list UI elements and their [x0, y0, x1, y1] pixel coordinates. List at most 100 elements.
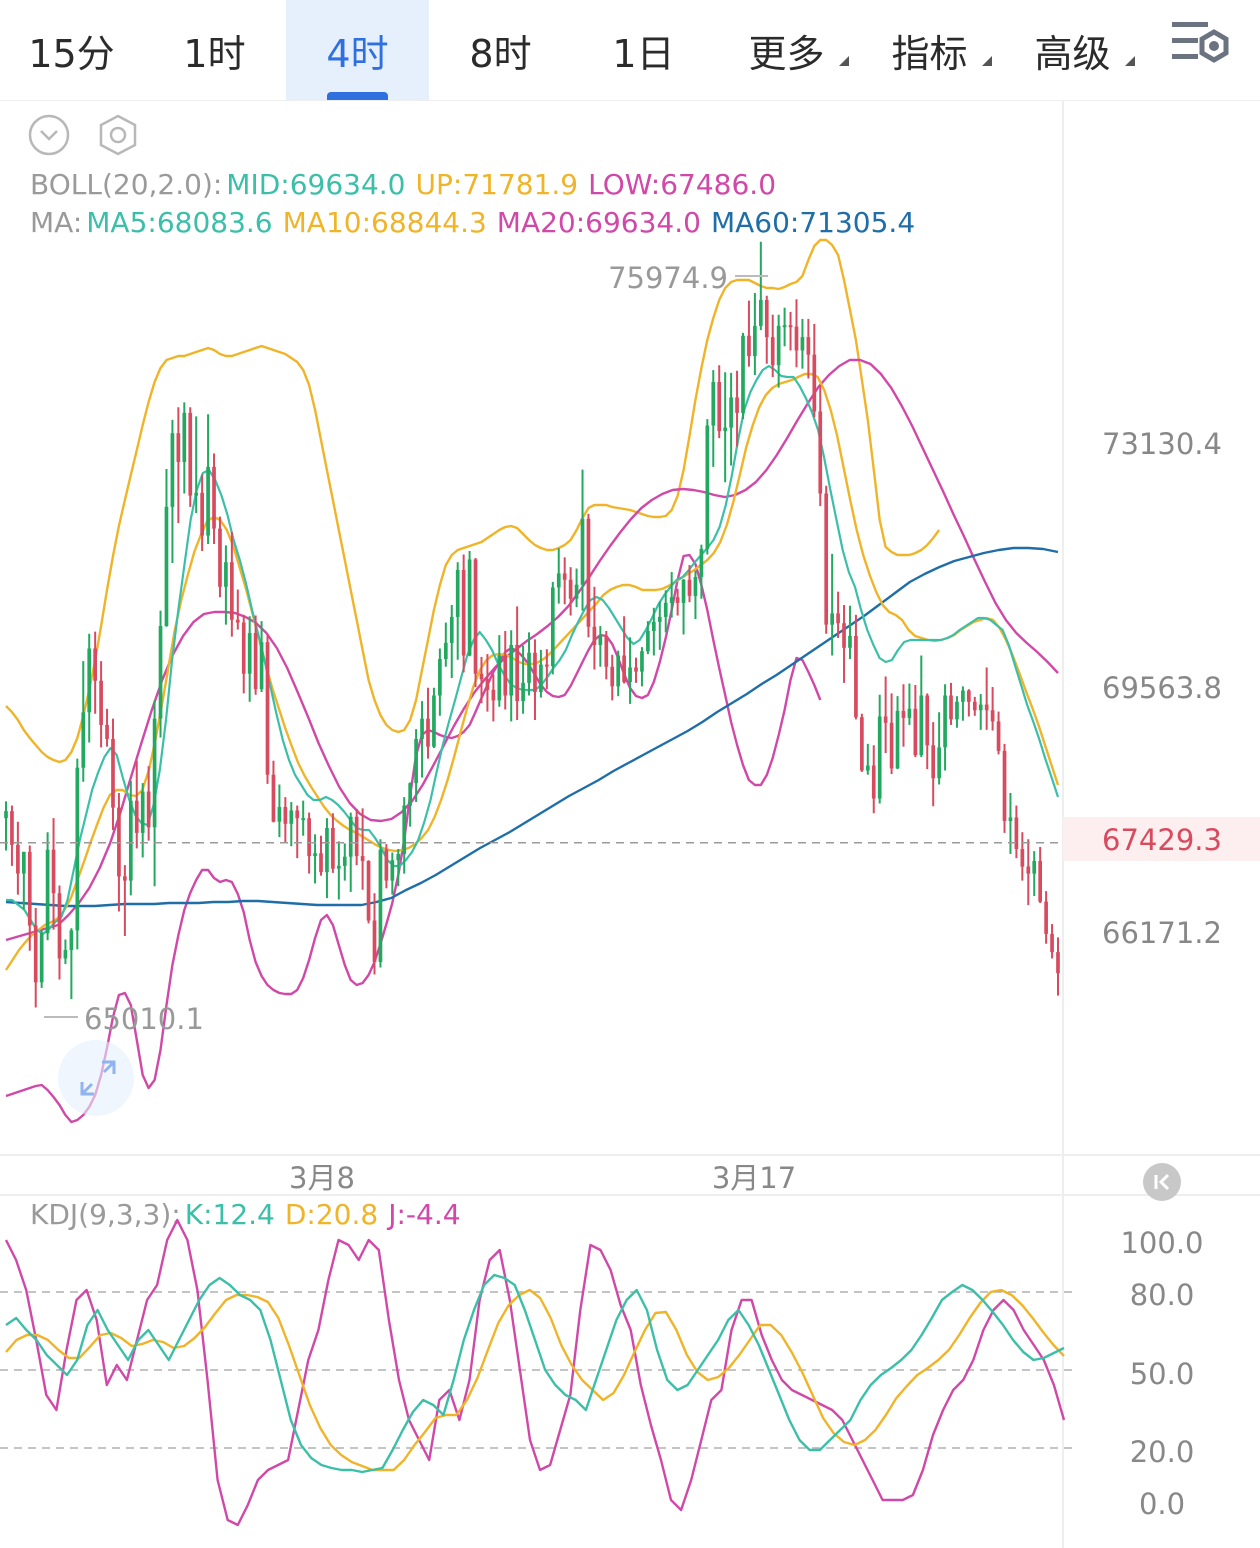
candle-body [360, 856, 365, 861]
candle-body [651, 621, 656, 631]
tab-8h[interactable]: 8时 [469, 31, 532, 76]
ma60-line [5, 546, 1059, 908]
candle-body [432, 695, 436, 747]
candle [473, 558, 478, 688]
candle [830, 553, 834, 656]
candle-body [152, 718, 157, 828]
candle [467, 551, 472, 657]
candle-body [10, 811, 14, 845]
candle-body [860, 717, 864, 771]
candle-body [675, 597, 680, 603]
candle [931, 722, 936, 807]
candle-body [1038, 860, 1043, 902]
kdj-axis-label: 80.0 [1130, 1278, 1195, 1312]
candle [111, 718, 115, 831]
candle [212, 453, 216, 545]
candle-body [711, 382, 716, 426]
candle-body [408, 783, 413, 806]
candle [408, 782, 413, 827]
candle-body [824, 493, 829, 625]
scroll-to-latest-icon[interactable] [1143, 1163, 1181, 1201]
candle [669, 572, 674, 618]
candle [521, 645, 525, 714]
candle [770, 314, 775, 378]
candle-body [729, 397, 733, 428]
candle [200, 474, 204, 552]
candle [420, 701, 424, 778]
high-marker-label: 75974.9 [608, 261, 728, 295]
collapse-chevron-icon[interactable] [28, 114, 70, 156]
candle [158, 610, 163, 738]
candle [1020, 832, 1025, 881]
candle [972, 696, 977, 716]
candle [87, 633, 92, 743]
candle-body [883, 716, 888, 723]
candle-body [259, 642, 264, 690]
candle [741, 332, 745, 420]
candle-body [919, 695, 924, 756]
ma10-value: MA10:68844.3 [282, 206, 487, 239]
candle-body [455, 569, 460, 617]
candle-body [990, 710, 995, 722]
candle-body [224, 562, 228, 587]
tab-4h[interactable]: 4时 [286, 0, 429, 100]
candle [319, 835, 323, 876]
candle [937, 712, 941, 785]
candle-body [283, 806, 288, 824]
tab-advanced[interactable]: 高级 [1001, 0, 1144, 100]
candle [913, 684, 918, 758]
candle [717, 365, 722, 439]
ma10-line [4, 372, 1060, 971]
candle-body [111, 738, 115, 808]
candle [384, 844, 389, 889]
candle [883, 676, 888, 753]
candle-body [961, 690, 965, 702]
candle-body [402, 805, 407, 854]
tab-more[interactable]: 更多 [715, 0, 858, 100]
candle-body [366, 860, 371, 921]
tab-indicators[interactable]: 指标 [858, 0, 1001, 100]
candle [503, 630, 508, 710]
boll-up-value: UP:71781.9 [415, 168, 579, 201]
candle-body [449, 616, 454, 643]
candle [604, 630, 609, 680]
tab-15m[interactable]: 15分 [28, 31, 115, 76]
candle-body [788, 325, 793, 328]
candle [402, 797, 407, 874]
candle [723, 372, 728, 483]
kdj-axis-label: 50.0 [1130, 1357, 1195, 1391]
chart-settings-icon[interactable] [1168, 14, 1232, 78]
candle-body [420, 718, 424, 739]
candle [289, 802, 294, 847]
kdj-axis-label: 100.0 [1120, 1226, 1203, 1260]
candle-body [354, 816, 359, 857]
candle [390, 852, 395, 895]
candle [943, 684, 947, 771]
tab-1d[interactable]: 1日 [612, 31, 675, 76]
candle [39, 929, 44, 988]
candle-body [128, 800, 133, 881]
fullscreen-expand-icon[interactable] [58, 1040, 134, 1116]
kdj-axis: 100.0 80.0 50.0 20.0 0.0 [1120, 1226, 1203, 1521]
candle [1014, 805, 1019, 859]
candle-body [16, 844, 20, 874]
candle-body [669, 597, 674, 603]
candle-body [877, 716, 882, 799]
candle [182, 402, 187, 494]
candle-body [794, 326, 799, 351]
tab-1h[interactable]: 1时 [183, 31, 246, 76]
ma20-line [5, 358, 1059, 942]
candle [580, 469, 585, 611]
candle [949, 682, 953, 725]
indicator-settings-hexagon-icon[interactable] [97, 114, 139, 156]
candle-body [479, 673, 484, 680]
boll-low-value: LOW:67486.0 [588, 168, 777, 201]
candle [640, 647, 644, 687]
candle [45, 832, 50, 941]
candle [93, 631, 97, 714]
candle-body [21, 851, 26, 874]
candle-body [889, 722, 894, 769]
candle-body [188, 412, 193, 496]
candle [794, 299, 799, 368]
